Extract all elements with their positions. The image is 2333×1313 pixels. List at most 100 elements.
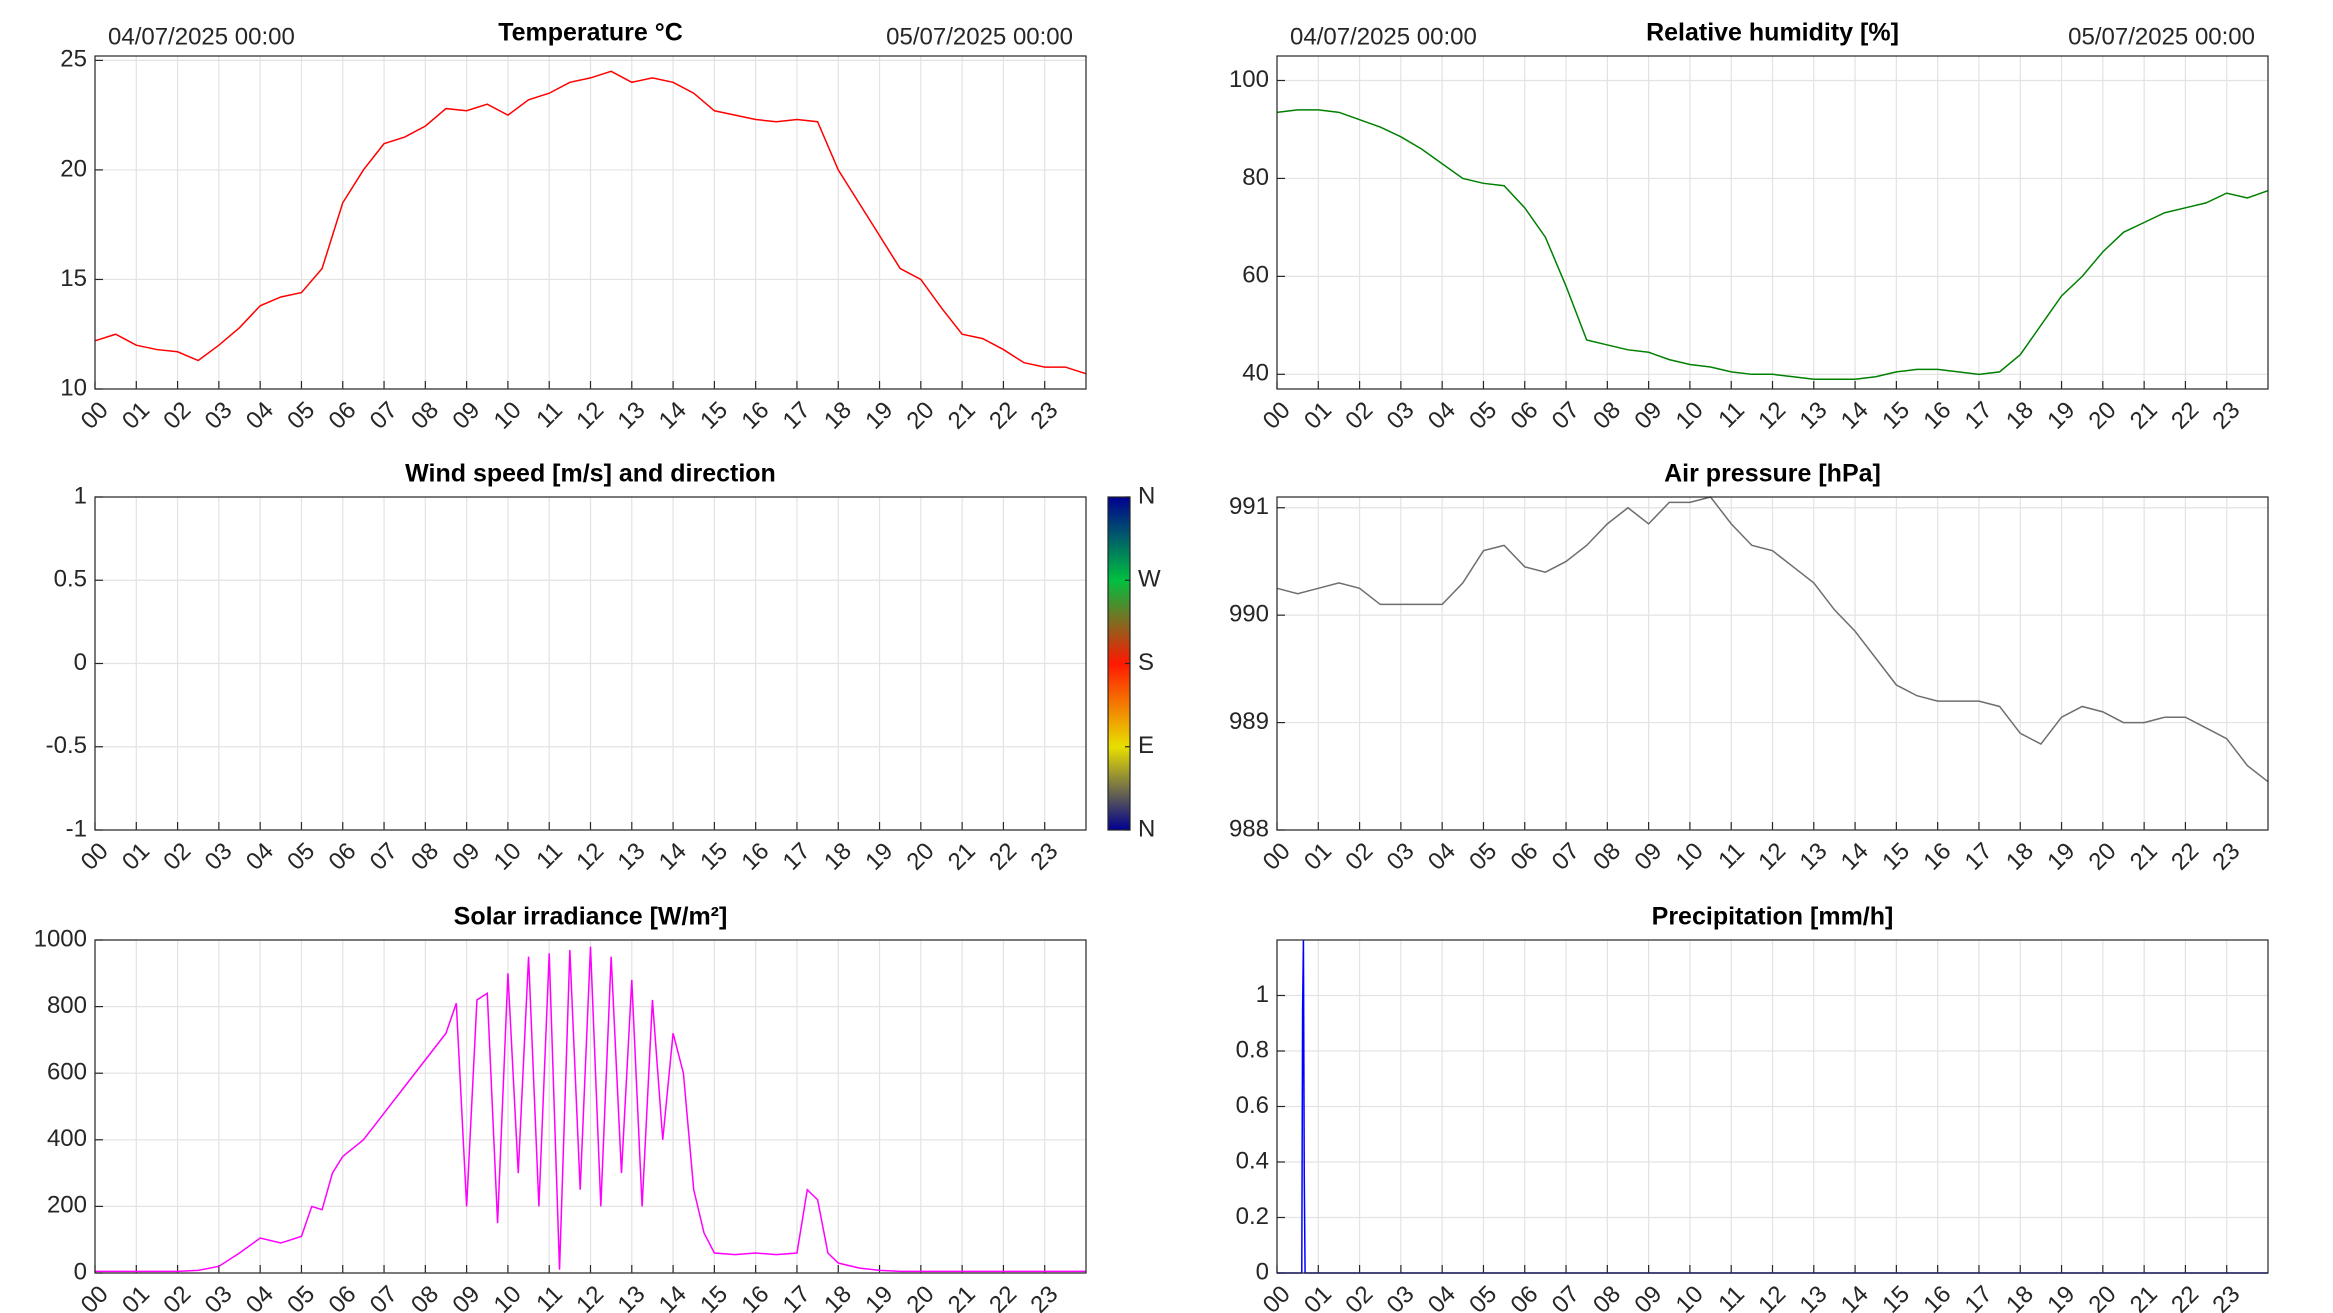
colorbar-tick-label: S [1138,649,1154,676]
data-line [95,946,1086,1273]
x-tick-label: 08 [1588,1281,1626,1313]
x-tick-label: 03 [200,838,238,876]
y-tick-label: 600 [47,1059,87,1086]
x-tick-label: 07 [1547,397,1585,435]
x-tick-label: 21 [943,1281,981,1313]
x-tick-label: 14 [1836,397,1874,435]
chart-panel: 00 01 02 03 04 05 06 07 08 09 10 11 12 13 14 15 16 17 18 19… [1229,19,2269,435]
x-tick-label: 01 [117,838,155,876]
y-tick-label: 80 [1242,164,1269,191]
x-tick-label: 19 [2042,838,2080,876]
x-tick-label: 23 [2207,838,2245,876]
data-line [1276,109,2269,380]
x-tick-label: 19 [2042,397,2080,435]
x-tick-label: 16 [1918,838,1956,876]
x-tick-label: 23 [1025,838,1063,876]
x-tick-label: 22 [2166,397,2204,435]
y-tick-label: 60 [1242,262,1269,289]
x-tick-label: 23 [2207,397,2245,435]
x-tick-label: 02 [158,838,196,876]
y-tick-label: 1000 [34,925,87,952]
x-tick-label: 16 [736,838,774,876]
x-tick-label: 17 [1960,838,1998,876]
x-tick-label: 07 [1547,1281,1585,1313]
x-tick-label: 14 [654,1281,692,1313]
x-tick-label: 21 [2125,838,2163,876]
y-tick-label: 0.8 [1236,1036,1269,1063]
y-tick-label: 0.2 [1236,1203,1269,1230]
chart-title: Relative humidity [%] [1646,19,1899,47]
y-tick-label: 1 [1256,981,1269,1008]
x-tick-label: 18 [819,838,857,876]
x-tick-label: 12 [571,1281,609,1313]
y-tick-label: 988 [1229,815,1269,842]
x-tick-label: 10 [1671,838,1709,876]
x-tick-label: 04 [241,1281,279,1313]
x-tick-label: 05 [282,397,320,435]
x-tick-label: 12 [1753,397,1791,435]
y-tick-label: 200 [47,1192,87,1219]
x-tick-label: 22 [2166,1281,2204,1313]
x-tick-label: 15 [1877,838,1915,876]
x-tick-label: 07 [365,838,403,876]
y-tick-label: 0 [74,649,87,676]
y-tick-label: 0.5 [54,566,87,593]
x-tick-label: 13 [613,397,651,435]
x-tick-label: 19 [860,838,898,876]
chart-title: Air pressure [hPa] [1664,460,1881,488]
x-tick-label: 07 [365,397,403,435]
x-tick-label: 17 [778,838,816,876]
x-tick-label: 16 [1918,397,1956,435]
x-tick-label: 23 [1025,1281,1063,1313]
x-tick-label: 17 [1960,397,1998,435]
y-tick-label: 989 [1229,708,1269,735]
x-tick-label: 06 [1506,838,1544,876]
plot-frame [1276,496,2269,831]
x-tick-label: 11 [1713,397,1750,434]
y-tick-label: 10 [60,374,87,401]
x-tick-label: 06 [324,1281,362,1313]
x-tick-label: 14 [654,838,692,876]
x-tick-label: 06 [324,397,362,435]
y-tick-label: 400 [47,1125,87,1152]
x-tick-label: 23 [1025,397,1063,435]
x-tick-label: 12 [571,397,609,435]
x-tick-label: 12 [1753,1281,1791,1313]
x-tick-label: 01 [1299,397,1337,435]
x-tick-label: 20 [902,838,940,876]
x-tick-label: 11 [531,838,568,875]
x-tick-label: 00 [1258,397,1296,435]
x-tick-label: 03 [200,397,238,435]
x-tick-label: 20 [2084,397,2122,435]
x-tick-label: 23 [2207,1281,2245,1313]
x-tick-label: 04 [241,838,279,876]
plot-frame [94,939,1087,1274]
x-tick-label: 10 [1671,1281,1709,1313]
x-tick-label: 13 [1795,838,1833,876]
x-tick-label: 03 [1382,838,1420,876]
x-tick-label: 07 [365,1281,403,1313]
y-tick-label: -0.5 [46,732,87,759]
start-date: 04/07/2025 00:00 [1290,23,1477,50]
end-date: 05/07/2025 00:00 [2068,23,2255,50]
plot-frame [1276,939,2269,1274]
x-tick-label: 13 [613,1281,651,1313]
chart-panel: 00 01 02 03 04 05 06 07 08 09 10 11 12 13 14 15 16 17 18 19… [46,460,1161,876]
y-tick-label: 100 [1229,66,1269,93]
x-tick-label: 00 [1258,1281,1296,1313]
x-tick-label: 04 [1423,397,1461,435]
x-tick-label: 03 [200,1281,238,1313]
x-tick-label: 18 [2001,1281,2039,1313]
colorbar-tick-label: W [1138,566,1161,593]
end-date: 05/07/2025 00:00 [886,23,1073,50]
x-tick-label: 07 [1547,838,1585,876]
y-tick-label: 1 [74,482,87,509]
y-tick-label: 40 [1242,360,1269,387]
x-tick-label: 21 [2125,397,2163,435]
x-tick-label: 09 [1629,838,1667,876]
x-tick-label: 15 [695,1281,733,1313]
data-line [94,70,1087,375]
x-tick-label: 06 [1506,397,1544,435]
x-tick-label: 01 [1299,838,1337,876]
x-tick-label: 18 [819,1281,857,1313]
